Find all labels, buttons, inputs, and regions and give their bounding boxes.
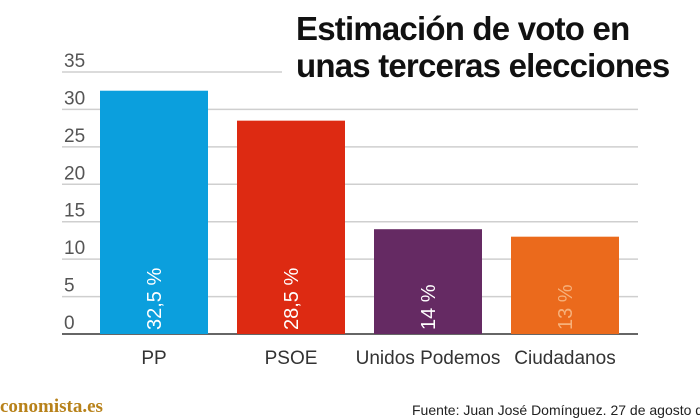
bar (237, 120, 345, 335)
bar-value-label: 13 % (555, 284, 577, 330)
x-tick-label: Ciudadanos (514, 348, 615, 369)
bars: 32,5 % 28,5 % 14 % 13 % (100, 90, 619, 335)
bar (100, 90, 208, 334)
y-tick-label: 0 (64, 313, 75, 334)
y-tick-label: 20 (64, 163, 85, 184)
y-tick-label: 30 (64, 88, 85, 109)
source-note: Fuente: Juan José Domínguez. 27 de agost… (412, 402, 700, 418)
bar-value-label: 14 % (418, 284, 440, 330)
y-tick-label: 10 (64, 238, 85, 259)
x-tick-label: PSOE (265, 348, 318, 369)
x-tick-label: PP (141, 348, 166, 369)
x-tick-label: Unidos Podemos (356, 348, 501, 369)
brand-logo-text: conomista.es (0, 396, 103, 417)
bar (374, 229, 482, 334)
y-tick-label: 5 (64, 276, 75, 297)
y-tick-label: 35 (64, 51, 85, 72)
bar-value-label: 32,5 % (144, 268, 166, 330)
chart-title-line-2: unas terceras elecciones (296, 47, 670, 84)
y-axis-ticks: 0 5 10 15 20 25 30 35 (64, 51, 85, 334)
bar (511, 236, 619, 334)
y-tick-label: 25 (64, 126, 85, 147)
chart-title-line-1: Estimación de voto en (296, 10, 630, 47)
y-tick-label: 15 (64, 201, 85, 222)
bar-value-label: 28,5 % (281, 268, 303, 330)
chart-title: Estimación de voto en unas terceras elec… (282, 8, 680, 88)
x-axis-labels: PP PSOE Unidos Podemos Ciudadanos (141, 348, 615, 369)
